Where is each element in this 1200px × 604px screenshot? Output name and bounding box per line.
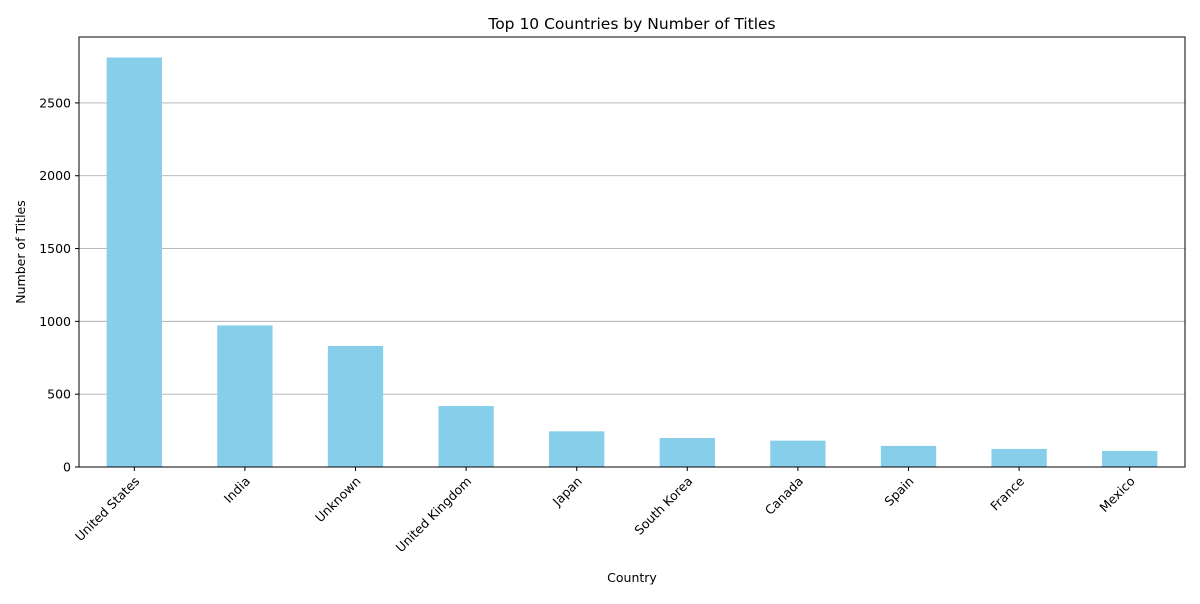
bar-united-states <box>106 57 162 467</box>
x-tick-label: Canada <box>762 474 806 518</box>
bar-india <box>217 325 273 467</box>
x-tick-label: South Korea <box>631 474 695 538</box>
bar-canada <box>770 440 826 467</box>
bar-mexico <box>1102 450 1158 467</box>
bar-unknown <box>327 345 384 467</box>
x-tick-label: Mexico <box>1096 474 1137 515</box>
x-tick-label: United States <box>72 474 142 544</box>
bar-united-kingdom <box>438 405 494 467</box>
x-axis-label: Country <box>607 570 657 585</box>
x-tick-label: United Kingdom <box>393 474 475 556</box>
bar-japan <box>549 431 605 467</box>
x-tick-label: India <box>221 474 253 506</box>
x-tick-label: Spain <box>881 474 916 509</box>
y-tick-label: 1500 <box>39 241 71 256</box>
bar-france <box>991 448 1047 467</box>
gridlines <box>79 102 1185 395</box>
x-tick-label: France <box>987 473 1027 513</box>
bar-south-korea <box>659 438 715 467</box>
y-ticks: 0 500 1000 1500 2000 2500 <box>39 95 79 475</box>
y-tick-label: 2500 <box>39 95 71 110</box>
bars <box>106 57 1158 467</box>
y-tick-label: 1000 <box>39 314 71 329</box>
bar-spain <box>880 445 937 467</box>
axes <box>78 36 1186 468</box>
y-tick-label: 500 <box>47 387 71 402</box>
x-ticks: United States India Unknown United Kingdom J… <box>72 467 1138 555</box>
chart-title: Top 10 Countries by Number of Titles <box>487 15 775 33</box>
x-tick-label: Unknown <box>312 474 364 526</box>
plot-frame <box>78 36 1186 468</box>
y-tick-label: 0 <box>63 460 71 475</box>
x-tick-label: Japan <box>549 474 585 510</box>
y-tick-label: 2000 <box>39 168 71 183</box>
y-axis-label: Number of Titles <box>13 200 28 304</box>
